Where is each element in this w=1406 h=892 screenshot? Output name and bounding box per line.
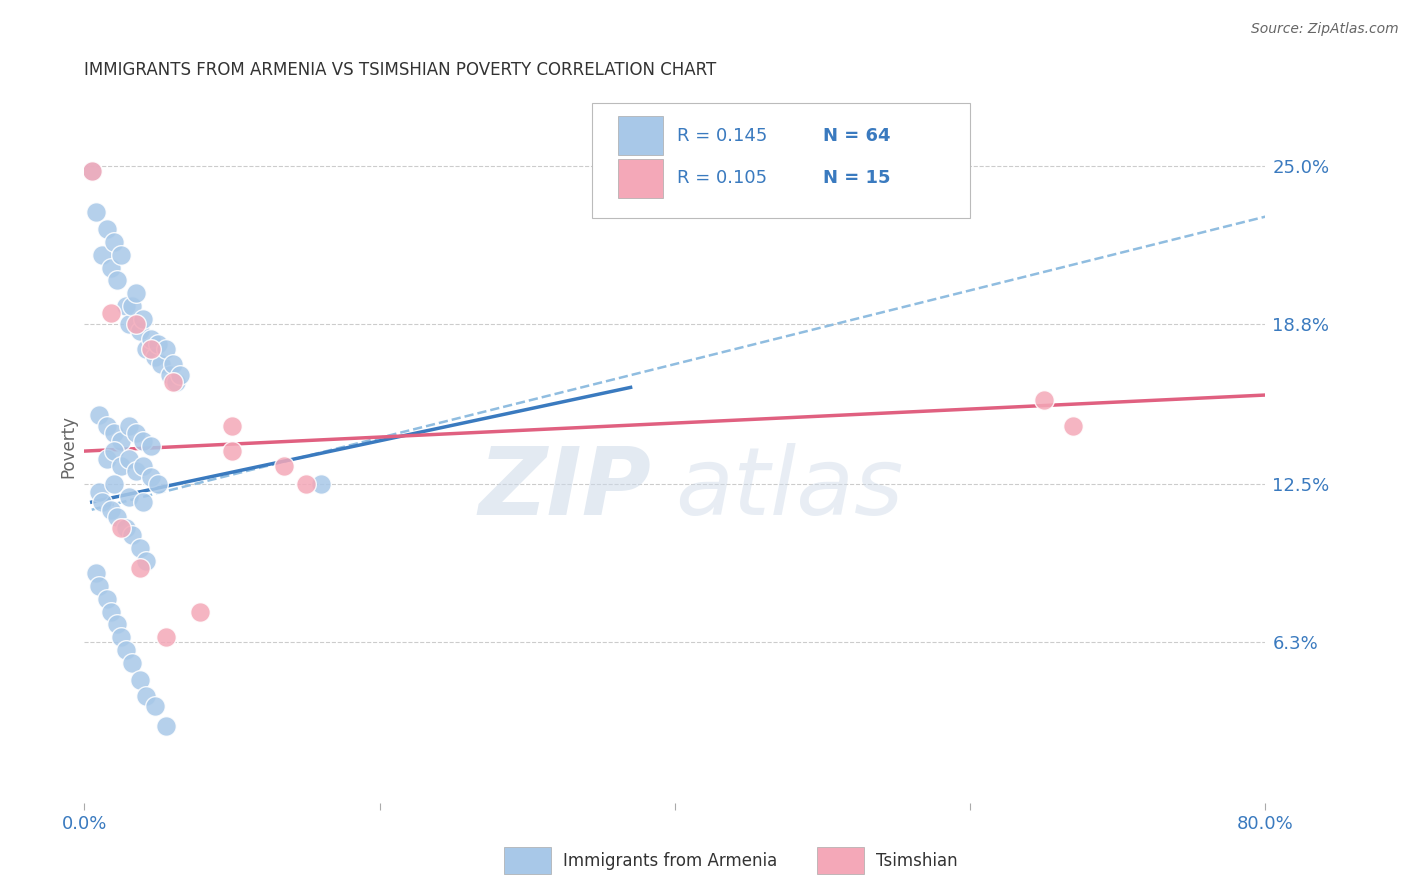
Point bbox=[89, 579, 111, 593]
Point bbox=[118, 490, 141, 504]
Point bbox=[114, 520, 136, 534]
Point bbox=[143, 698, 166, 713]
Point bbox=[155, 342, 177, 356]
Point bbox=[139, 439, 162, 453]
Point bbox=[105, 510, 128, 524]
Point bbox=[103, 477, 125, 491]
Point bbox=[100, 260, 122, 275]
Text: atlas: atlas bbox=[675, 443, 903, 534]
Point bbox=[148, 337, 170, 351]
Point bbox=[159, 368, 181, 382]
Point bbox=[135, 342, 157, 356]
Point bbox=[135, 554, 157, 568]
Point bbox=[1032, 393, 1054, 408]
Point bbox=[155, 719, 177, 733]
Point bbox=[121, 656, 143, 670]
Point bbox=[125, 317, 148, 331]
Point bbox=[100, 605, 122, 619]
Point bbox=[100, 306, 122, 320]
Point bbox=[139, 332, 162, 346]
FancyBboxPatch shape bbox=[619, 116, 664, 155]
Text: Tsimshian: Tsimshian bbox=[876, 852, 957, 870]
Point bbox=[148, 477, 170, 491]
Point bbox=[132, 434, 155, 448]
Point bbox=[150, 358, 173, 372]
Point bbox=[129, 541, 152, 555]
Point bbox=[118, 418, 141, 433]
Point bbox=[96, 591, 118, 606]
Point bbox=[162, 376, 184, 390]
Point bbox=[129, 673, 152, 688]
FancyBboxPatch shape bbox=[817, 847, 863, 874]
Point bbox=[121, 299, 143, 313]
Point bbox=[84, 204, 107, 219]
Point bbox=[129, 561, 152, 575]
Point bbox=[295, 477, 318, 491]
Point bbox=[105, 273, 128, 287]
Point bbox=[143, 350, 166, 364]
FancyBboxPatch shape bbox=[592, 103, 970, 218]
Point bbox=[169, 368, 191, 382]
Point bbox=[103, 235, 125, 249]
Point bbox=[125, 286, 148, 301]
Point bbox=[135, 689, 157, 703]
Point bbox=[80, 163, 103, 178]
Point bbox=[110, 630, 132, 644]
Point bbox=[80, 163, 103, 178]
Point bbox=[139, 342, 162, 356]
Point bbox=[100, 502, 122, 516]
Point bbox=[162, 358, 184, 372]
Point bbox=[89, 484, 111, 499]
Point bbox=[309, 477, 332, 491]
Point bbox=[96, 222, 118, 236]
Text: R = 0.145: R = 0.145 bbox=[678, 127, 768, 145]
Point bbox=[118, 317, 141, 331]
Point bbox=[110, 520, 132, 534]
Point bbox=[105, 617, 128, 632]
Y-axis label: Poverty: Poverty bbox=[59, 415, 77, 477]
Point bbox=[96, 451, 118, 466]
Point bbox=[155, 630, 177, 644]
Point bbox=[110, 459, 132, 474]
Text: Source: ZipAtlas.com: Source: ZipAtlas.com bbox=[1251, 22, 1399, 37]
Text: N = 64: N = 64 bbox=[823, 127, 890, 145]
Text: N = 15: N = 15 bbox=[823, 169, 890, 187]
FancyBboxPatch shape bbox=[619, 159, 664, 198]
Point bbox=[129, 324, 152, 338]
Point bbox=[132, 459, 155, 474]
Point bbox=[114, 299, 136, 313]
Point bbox=[221, 444, 243, 458]
Point bbox=[103, 444, 125, 458]
Point bbox=[96, 418, 118, 433]
Point bbox=[165, 376, 187, 390]
Point bbox=[188, 605, 211, 619]
Point bbox=[125, 426, 148, 441]
Point bbox=[84, 566, 107, 581]
Point bbox=[132, 311, 155, 326]
Point bbox=[273, 459, 295, 474]
Text: Immigrants from Armenia: Immigrants from Armenia bbox=[562, 852, 778, 870]
Text: IMMIGRANTS FROM ARMENIA VS TSIMSHIAN POVERTY CORRELATION CHART: IMMIGRANTS FROM ARMENIA VS TSIMSHIAN POV… bbox=[84, 62, 717, 79]
Point bbox=[110, 434, 132, 448]
Point bbox=[91, 495, 114, 509]
Text: ZIP: ZIP bbox=[478, 442, 651, 535]
Point bbox=[139, 469, 162, 483]
FancyBboxPatch shape bbox=[503, 847, 551, 874]
Point bbox=[121, 528, 143, 542]
Point bbox=[118, 451, 141, 466]
Point bbox=[103, 426, 125, 441]
Point bbox=[221, 418, 243, 433]
Text: R = 0.105: R = 0.105 bbox=[678, 169, 768, 187]
Point bbox=[91, 248, 114, 262]
Point bbox=[114, 643, 136, 657]
Point bbox=[110, 248, 132, 262]
Point bbox=[1063, 418, 1085, 433]
Point bbox=[132, 495, 155, 509]
Point bbox=[89, 409, 111, 423]
Point bbox=[125, 465, 148, 479]
